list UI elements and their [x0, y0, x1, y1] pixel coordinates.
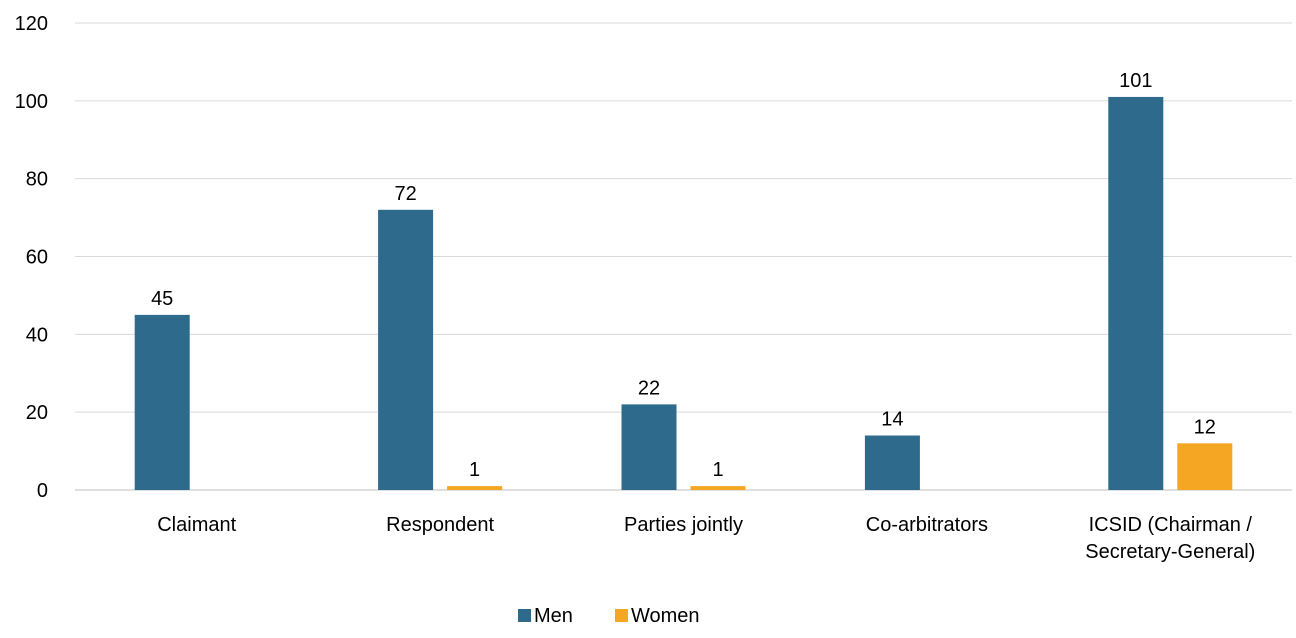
data-label-women: 1 — [469, 459, 480, 481]
category-label: Respondent — [386, 514, 494, 536]
bar-men — [621, 404, 677, 490]
legend-swatch-women — [615, 609, 628, 622]
bar-women — [690, 486, 746, 490]
legend-swatch-men — [518, 609, 531, 622]
bar-men — [1108, 96, 1164, 491]
x-axis-categories: Claimant Respondent Parties jointly Co-arbi… — [157, 514, 1255, 563]
bars — [134, 96, 1233, 491]
gridlines — [75, 22, 1292, 491]
category-label: Claimant — [157, 514, 236, 536]
bar-men — [378, 209, 434, 491]
data-labels: 45 72 1 22 1 14 101 12 — [151, 70, 1216, 481]
bar-women — [447, 486, 503, 490]
data-label-men: 72 — [394, 183, 416, 205]
y-tick-label: 80 — [26, 169, 48, 191]
category-label: Parties jointly — [624, 514, 743, 536]
data-label-women: 1 — [712, 459, 723, 481]
legend-label-women: Women — [631, 605, 700, 627]
y-tick-label: 100 — [15, 91, 48, 113]
data-label-men: 101 — [1119, 70, 1152, 92]
bar-women — [1177, 443, 1233, 490]
data-label-men: 14 — [881, 409, 903, 431]
category-label: Secretary-General) — [1085, 541, 1255, 563]
y-tick-label: 20 — [26, 402, 48, 424]
y-tick-label: 40 — [26, 324, 48, 346]
bar-men — [134, 314, 190, 490]
y-axis-ticks: 0 20 40 60 80 100 120 — [15, 13, 48, 502]
legend-label-men: Men — [534, 605, 573, 627]
legend: Men Women — [518, 605, 700, 627]
data-label-men: 22 — [638, 377, 660, 399]
y-tick-label: 0 — [37, 480, 48, 502]
category-label: ICSID (Chairman / — [1089, 514, 1253, 536]
y-tick-label: 60 — [26, 247, 48, 269]
category-label: Co-arbitrators — [866, 514, 988, 536]
data-label-men: 45 — [151, 288, 173, 310]
data-label-women: 12 — [1194, 416, 1216, 438]
y-tick-label: 120 — [15, 13, 48, 35]
bar-men — [864, 435, 920, 490]
